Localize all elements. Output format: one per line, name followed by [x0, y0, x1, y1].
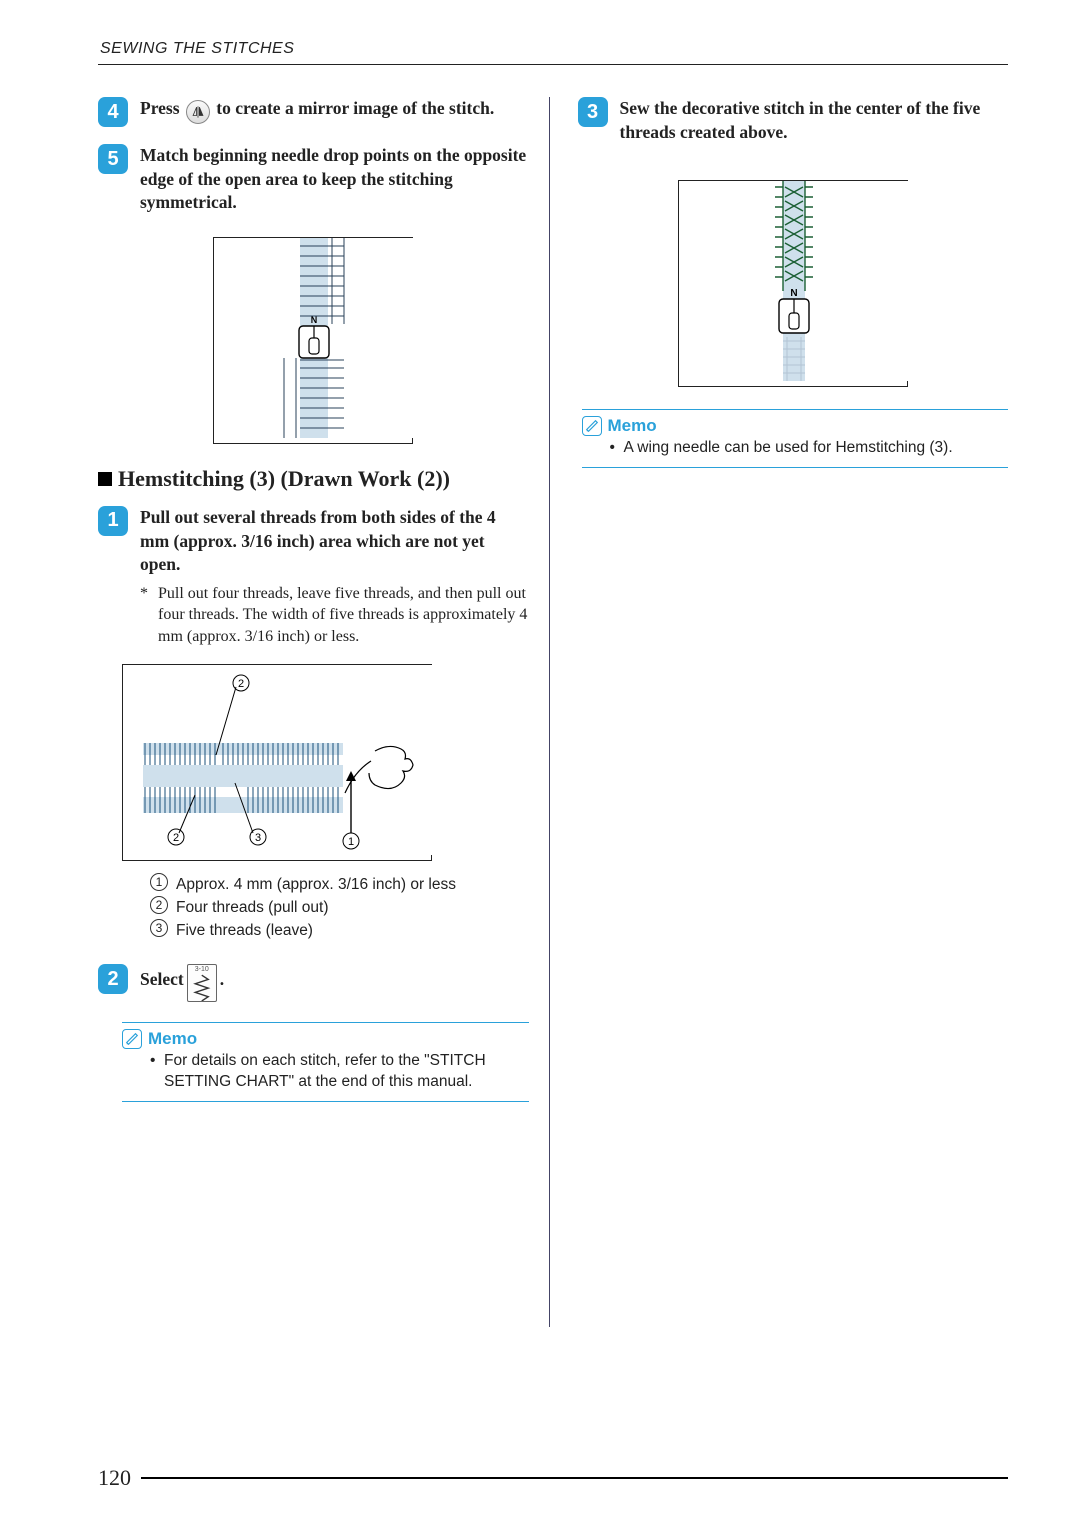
figure-pull-threads-svg: 2 2 3 1	[123, 665, 433, 855]
page-number: 120	[98, 1465, 131, 1491]
columns: 4 Press to create a mirror image of the …	[98, 97, 1008, 1327]
figure-decorative-stitch: N	[578, 180, 1009, 387]
figure-pull-threads-legend: 1 Approx. 4 mm (approx. 3/16 inch) or les…	[122, 873, 529, 943]
memo-icon-right	[582, 416, 602, 436]
section-title-text: Hemstitching (3) (Drawn Work (2))	[118, 466, 450, 491]
step4-pre: Press	[140, 98, 184, 118]
memo-right: Memo •A wing needle can be used for Hems…	[582, 409, 1009, 468]
svg-text:1: 1	[348, 836, 354, 848]
legend-text-1: Approx. 4 mm (approx. 3/16 inch) or less	[176, 873, 456, 896]
step2-pre: Select	[140, 968, 184, 992]
left-column: 4 Press to create a mirror image of the …	[98, 97, 549, 1327]
square-bullet-icon	[98, 472, 112, 486]
legend-text-2: Four threads (pull out)	[176, 896, 329, 919]
legend-num-1: 1	[150, 873, 168, 891]
step-2: 2 Select 3-10 .	[98, 964, 529, 1002]
memo-left: Memo •For details on each stitch, refer …	[122, 1022, 529, 1102]
step-badge-4: 4	[98, 97, 128, 127]
page-footer: 120	[98, 1465, 1008, 1491]
page: SEWING THE STITCHES 4 Press to create a …	[0, 0, 1080, 1527]
step-badge-2: 2	[98, 964, 128, 994]
step-badge-1: 1	[98, 506, 128, 536]
svg-text:2: 2	[173, 832, 179, 844]
legend-text-3: Five threads (leave)	[176, 919, 313, 942]
legend-num-3: 3	[150, 919, 168, 937]
right-column: 3 Sew the decorative stitch in the cente…	[549, 97, 1009, 1327]
step-5: 5 Match beginning needle drop points on …	[98, 144, 529, 221]
step-badge-3: 3	[578, 97, 608, 127]
step3-text: Sew the decorative stitch in the center …	[620, 97, 1009, 144]
step2-post: .	[220, 968, 224, 992]
memo-label-right: Memo	[608, 416, 657, 436]
memo-icon	[122, 1029, 142, 1049]
memo-label-left: Memo	[148, 1029, 197, 1049]
mirror-icon	[186, 100, 210, 124]
step-4: 4 Press to create a mirror image of the …	[98, 97, 529, 130]
step5-text: Match beginning needle drop points on th…	[140, 144, 529, 215]
top-rule	[98, 64, 1008, 65]
section-hemstitching-3: Hemstitching (3) (Drawn Work (2))	[98, 466, 529, 492]
svg-text:N: N	[790, 288, 797, 299]
step1-text: Pull out several threads from both sides…	[140, 506, 529, 577]
step-badge-5: 5	[98, 144, 128, 174]
figure-decorative-svg: N	[679, 181, 909, 381]
figure-pull-threads: 2 2 3 1 1 Approx. 4 mm (approx. 3/16 inch…	[122, 664, 529, 943]
step4-post: to create a mirror image of the stitch.	[216, 98, 494, 118]
step-3: 3 Sew the decorative stitch in the cente…	[578, 97, 1009, 150]
step1-note: * Pull out four threads, leave five thre…	[140, 583, 529, 648]
memo-text-left: For details on each stitch, refer to the…	[164, 1051, 529, 1093]
stitch-tile-3-10: 3-10	[187, 964, 217, 1002]
svg-text:2: 2	[238, 678, 244, 690]
step-1: 1 Pull out several threads from both sid…	[98, 506, 529, 648]
figure-symmetry-svg: N	[214, 238, 414, 438]
footer-rule	[141, 1477, 1008, 1479]
legend-num-2: 2	[150, 896, 168, 914]
foot-label-1: N	[311, 315, 318, 325]
svg-text:3: 3	[255, 832, 261, 844]
figure-symmetry: N	[98, 237, 529, 444]
memo-text-right: A wing needle can be used for Hemstitchi…	[624, 438, 953, 459]
running-head: SEWING THE STITCHES	[98, 40, 1008, 58]
